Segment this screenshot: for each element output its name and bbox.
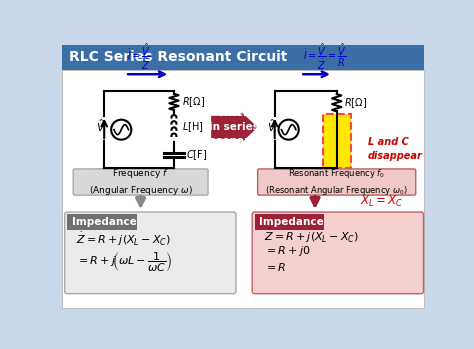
- Text: $= R + j\!\left(\omega L - \dfrac{1}{\omega C}\right)$: $= R + j\!\left(\omega L - \dfrac{1}{\om…: [76, 250, 173, 274]
- Text: $\hat{V}$: $\hat{V}$: [96, 118, 107, 134]
- Polygon shape: [86, 168, 113, 170]
- Text: Resonant Frequency $f_0$
(Resonant Angular Frequency $\omega_0$): Resonant Frequency $f_0$ (Resonant Angul…: [265, 167, 408, 197]
- FancyBboxPatch shape: [67, 214, 137, 230]
- FancyBboxPatch shape: [323, 114, 351, 168]
- FancyArrow shape: [211, 111, 258, 143]
- Text: $\dot{Z} = R + j(X_L - X_C)$: $\dot{Z} = R + j(X_L - X_C)$: [264, 227, 359, 245]
- FancyBboxPatch shape: [255, 214, 324, 230]
- FancyBboxPatch shape: [258, 169, 416, 195]
- Text: When
in series
resonance: When in series resonance: [204, 108, 265, 146]
- FancyBboxPatch shape: [63, 45, 423, 69]
- Text: Frequency $f$
(Angular Frequency $\omega$): Frequency $f$ (Angular Frequency $\omega…: [89, 167, 192, 197]
- FancyBboxPatch shape: [64, 212, 236, 294]
- Text: Impedance: Impedance: [72, 217, 137, 227]
- Text: $C[\mathrm{F}]$: $C[\mathrm{F}]$: [186, 148, 208, 162]
- FancyBboxPatch shape: [252, 212, 423, 294]
- Text: $X_L = X_C$: $X_L = X_C$: [360, 194, 404, 209]
- Text: L and C
disappear: L and C disappear: [368, 137, 422, 161]
- Text: $R[\Omega]$: $R[\Omega]$: [182, 95, 205, 109]
- FancyBboxPatch shape: [63, 69, 423, 307]
- Text: $R[\Omega]$: $R[\Omega]$: [345, 96, 367, 110]
- Polygon shape: [275, 168, 303, 170]
- Text: $= R + j0$: $= R + j0$: [264, 244, 310, 258]
- Text: $\dot{Z} = R + j(X_L - X_C)$: $\dot{Z} = R + j(X_L - X_C)$: [76, 230, 172, 248]
- FancyBboxPatch shape: [73, 169, 208, 195]
- Text: $= R$: $= R$: [264, 261, 286, 273]
- Text: Impedance: Impedance: [259, 217, 324, 227]
- Text: RLC Series Resonant Circuit: RLC Series Resonant Circuit: [69, 50, 287, 64]
- Text: $L[\mathrm{H}]$: $L[\mathrm{H}]$: [182, 120, 203, 134]
- Text: $\dot{I} = \dfrac{\hat{V}}{\dot{Z}} = \dfrac{\hat{V}}{R}$: $\dot{I} = \dfrac{\hat{V}}{\dot{Z}} = \d…: [302, 42, 346, 72]
- Text: $\hat{V}$: $\hat{V}$: [267, 118, 277, 134]
- Text: $\dot{I} = \dfrac{\hat{V}}{\dot{Z}}$: $\dot{I} = \dfrac{\hat{V}}{\dot{Z}}$: [128, 42, 152, 72]
